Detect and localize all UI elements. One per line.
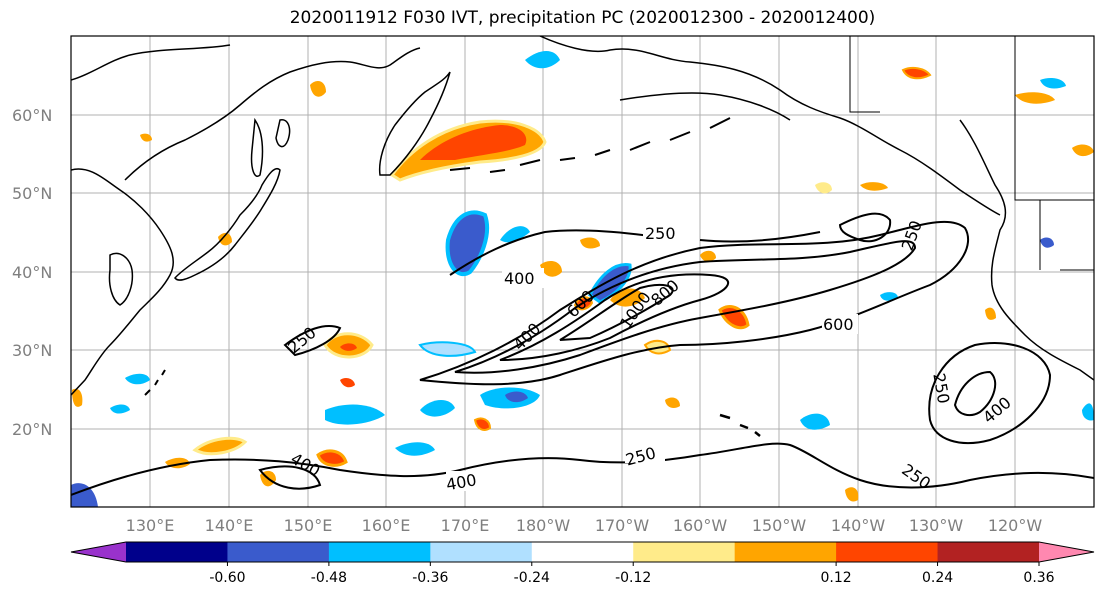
colorbar-bin [126,542,228,562]
colorbar-bin [531,542,634,562]
lon-label-130e: 130°E [126,516,175,535]
lon-label-140w: 140°W [831,516,886,535]
colorbar-bin [328,542,431,562]
lat-labels: 60°N 50°N 40°N 30°N 20°N [12,106,52,439]
map-title: 2020011912 F030 IVT, precipitation PC (2… [289,8,876,28]
lon-label-150w: 150°W [752,516,807,535]
colorbar-tick-label: 0.24 [922,570,953,586]
colorbar-tick-label: 0.36 [1023,570,1054,586]
precip-shading [71,51,1094,507]
colorbar-tick-label: 0.12 [821,570,852,586]
colorbar-bin [836,542,939,562]
lat-label-60: 60°N [12,106,52,125]
lon-label-130w: 130°W [909,516,964,535]
colorbar-tick-label: -0.12 [615,570,651,586]
colorbar-bin [430,542,533,562]
colorbar-bin [227,542,330,562]
lon-label-160e: 160°E [362,516,411,535]
lon-label-140e: 140°E [205,516,254,535]
colorbar-tick-label: -0.36 [412,570,448,586]
contour-label-600-b: 600 [823,315,854,334]
colorbar-extend-max [1039,542,1094,562]
lon-labels: 130°E 140°E 150°E 160°E 170°E 180°W 170°… [126,516,1043,535]
lon-label-180w: 180°W [516,516,571,535]
lon-label-170w: 170°W [595,516,650,535]
map-frame [70,35,1095,508]
colorbar-tick-label: -0.60 [209,570,245,586]
colorbar-tick-label: -0.24 [514,570,550,586]
colorbar-bin [937,542,1040,562]
colorbar-bin [633,542,736,562]
lat-label-30: 30°N [12,341,52,360]
lon-label-160w: 160°W [673,516,728,535]
colorbar-tick-label: -0.48 [311,570,347,586]
colorbar-bin [734,542,837,562]
lat-label-40: 40°N [12,263,52,282]
ivt-contours [71,212,1094,496]
colorbar-extend-min [71,542,126,562]
lon-label-120w: 120°W [988,516,1043,535]
contour-label-250-a: 250 [645,224,676,243]
lat-label-20: 20°N [12,420,52,439]
coastlines [71,36,1094,437]
lon-label-150e: 150°E [284,516,333,535]
colorbar: -0.60-0.48-0.36-0.24-0.120.120.240.360.4… [70,541,1095,586]
lat-label-50: 50°N [12,184,52,203]
colorbar-outline [70,541,1095,563]
contour-label-400-a: 400 [504,269,535,288]
borders [849,36,1094,271]
lon-label-170e: 170°E [441,516,490,535]
